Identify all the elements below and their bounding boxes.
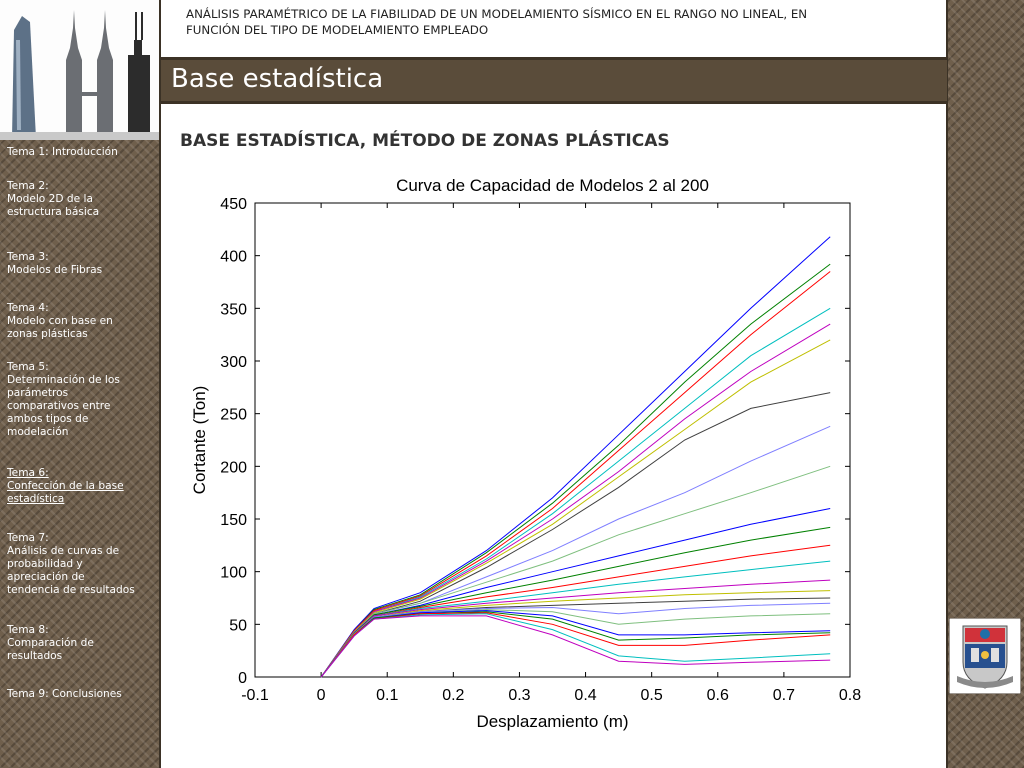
nav-item-line: Tema 3: [7, 251, 49, 263]
x-tick-label: -0.1 [241, 687, 269, 704]
left-divider [159, 0, 161, 768]
nav-item-line: apreciación de [7, 571, 85, 583]
nav-item-tema-4[interactable]: Tema 4: Modelo con base en zonas plásticas [7, 302, 155, 341]
y-tick-label: 450 [220, 196, 247, 213]
nav-item-line: Tema 8: [7, 624, 49, 636]
nav-item-line: Determinación de los [7, 374, 120, 386]
y-tick-label: 150 [220, 512, 247, 529]
series-line-23 [320, 615, 831, 678]
chart-title: Curva de Capacidad de Modelos 2 al 200 [396, 176, 709, 195]
nav-item-tema-1[interactable]: Tema 1: Introducción [7, 146, 155, 159]
y-tick-label: 100 [220, 565, 247, 582]
x-axis-label: Desplazamiento (m) [476, 712, 628, 731]
nav-item-line: Tema 6: [7, 467, 49, 479]
presentation-title: ANÁLISIS PARAMÉTRICO DE LA FIABILIDAD DE… [186, 6, 926, 38]
nav-item-line: parámetros [7, 387, 69, 399]
right-divider [946, 0, 948, 768]
nav-item-line: Comparación de [7, 637, 94, 649]
x-tick-label: 0.1 [376, 687, 398, 704]
presentation-title-line1: ANÁLISIS PARAMÉTRICO DE LA FIABILIDAD DE… [186, 7, 808, 21]
nav-item-line: resultados [7, 650, 63, 662]
skyline-image [0, 0, 160, 140]
nav-item-line: Análisis de curvas de [7, 545, 120, 557]
page-title: Base estadística [171, 64, 384, 94]
capacity-curve-chart: Curva de Capacidad de Modelos 2 al 200 -0… [190, 176, 861, 731]
nav-item-tema-3[interactable]: Tema 3: Modelos de Fibras [7, 251, 155, 277]
y-tick-label: 350 [220, 301, 247, 318]
series-line-6 [320, 339, 831, 678]
nav-item-tema-7[interactable]: Tema 7: Análisis de curvas de probabilidad… [7, 532, 155, 597]
nav-item-line: zonas plásticas [7, 328, 88, 340]
x-tick-label: 0.3 [508, 687, 530, 704]
nav-item-line: estructura básica [7, 206, 100, 218]
y-tick-label: 250 [220, 407, 247, 424]
nav-item-line: estadística [7, 493, 65, 505]
y-tick-label: 200 [220, 459, 247, 476]
x-tick-label: 0.5 [641, 687, 663, 704]
series-line-3 [320, 271, 831, 678]
x-tick-label: 0.2 [442, 687, 464, 704]
nav-item-line: Tema 5: [7, 361, 49, 373]
left-sidebar: Tema 1: Introducción Tema 2: Modelo 2D de … [0, 0, 160, 768]
x-tick-label: 0 [317, 687, 326, 704]
y-tick-label: 300 [220, 354, 247, 371]
nav-item-line: Modelo con base en [7, 315, 113, 327]
section-heading: BASE ESTADÍSTICA, MÉTODO DE ZONAS PLÁSTI… [180, 131, 670, 151]
nav-item-line: modelación [7, 426, 69, 438]
x-tick-label: 0.4 [574, 687, 596, 704]
x-tick-label: 0.6 [707, 687, 729, 704]
nav-item-tema-9[interactable]: Tema 9: Conclusiones [7, 688, 155, 701]
y-tick-label: 50 [229, 617, 247, 634]
nav-item-line: Tema 9: Conclusiones [7, 688, 122, 700]
nav-item-tema-8[interactable]: Tema 8: Comparación de resultados [7, 624, 155, 663]
x-tick-label: 0.7 [773, 687, 795, 704]
series-line-1 [320, 236, 831, 678]
university-logo [949, 618, 1021, 694]
nav-item-line: Tema 2: [7, 180, 49, 192]
nav-item-line: Tema 1: Introducción [7, 146, 118, 158]
y-axis-label: Cortante (Ton) [190, 386, 209, 495]
title-band: Base estadística [161, 57, 947, 104]
nav-item-line: Modelos de Fibras [7, 264, 103, 276]
nav-item-tema-2[interactable]: Tema 2: Modelo 2D de la estructura básica [7, 180, 155, 219]
nav-item-line: Confección de la base [7, 480, 124, 492]
nav-item-line: ambos tipos de [7, 413, 89, 425]
nav-item-line: Tema 7: [7, 532, 49, 544]
nav-item-tema-5[interactable]: Tema 5: Determinación de los parámetros com… [7, 361, 155, 439]
y-tick-label: 400 [220, 249, 247, 266]
nav-item-tema-6[interactable]: Tema 6: Confección de la base estadística [7, 467, 155, 506]
nav-item-line: probabilidad y [7, 558, 83, 570]
x-tick-label: 0.8 [839, 687, 861, 704]
nav-item-line: comparativos entre [7, 400, 111, 412]
nav-item-line: Tema 4: [7, 302, 49, 314]
presentation-title-line2: FUNCIÓN DEL TIPO DE MODELAMIENTO EMPLEAD… [186, 23, 489, 37]
nav-item-line: Modelo 2D de la [7, 193, 93, 205]
nav-item-line: tendencia de resultados [7, 584, 135, 596]
y-tick-label: 0 [238, 670, 247, 687]
